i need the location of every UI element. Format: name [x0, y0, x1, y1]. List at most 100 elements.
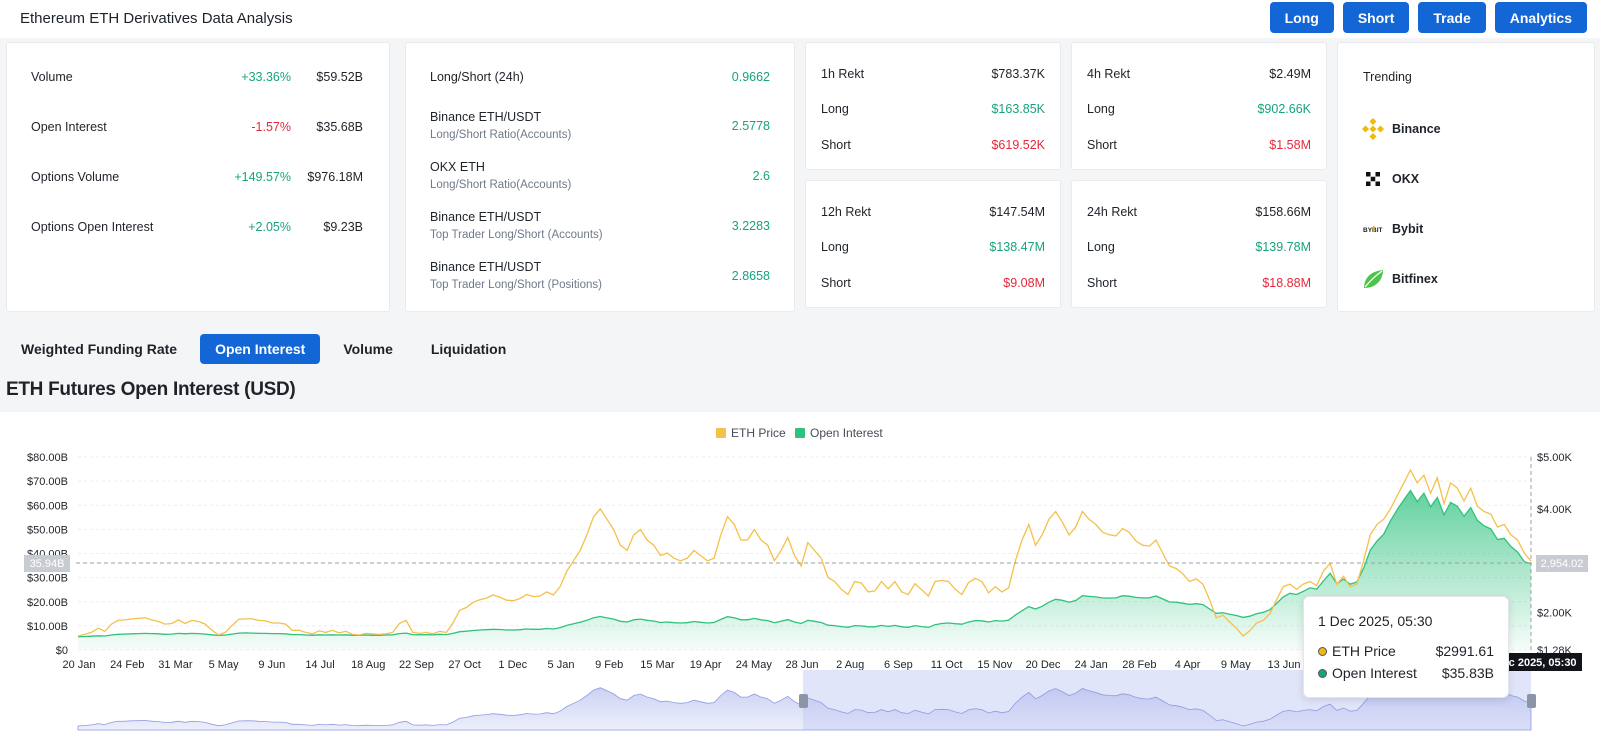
trending-item-bybit[interactable]: BYBIT Bybit [1362, 218, 1423, 240]
market-stats-card: Volume +33.36% $59.52B Open Interest -1.… [6, 42, 390, 312]
rekt-long-value: $902.66K [1257, 102, 1311, 116]
legend-label-open-interest[interactable]: Open Interest [810, 426, 883, 440]
trending-label: OKX [1392, 172, 1420, 186]
legend-swatch-eth-price [716, 428, 726, 438]
rekt-short-value: $18.88M [1262, 276, 1311, 290]
open-interest-chart[interactable]: ETH Price Open Interest $0 $10.00B $20.00B… [0, 412, 1600, 745]
x-tick-label: 20 Jan [62, 659, 95, 671]
short-button[interactable]: Short [1342, 2, 1410, 33]
chart-area: ETH Price Open Interest $0 $10.00B $20.00B… [0, 412, 1600, 745]
rekt-card-24h: 24h Rekt $158.66M Long $139.78M Short $18.8… [1071, 180, 1327, 308]
tab-open-interest[interactable]: Open Interest [200, 334, 321, 364]
ratio-label: Long/Short (24h) [430, 70, 524, 84]
ratio-sublabel: Top Trader Long/Short (Positions) [430, 279, 602, 291]
stat-value: $9.23B [323, 220, 363, 234]
x-tick-label: 1 Dec [498, 659, 527, 671]
chart-tooltip: 1 Dec 2025, 05:30 ETH Price $2991.61 Ope… [1303, 596, 1509, 698]
stat-label: Open Interest [31, 120, 107, 134]
crosshair-right-label-bg [1536, 555, 1588, 572]
stat-value: $976.18M [307, 170, 363, 184]
long-button[interactable]: Long [1269, 2, 1334, 33]
ratio-value: 2.6 [752, 169, 770, 183]
x-tick-label: 18 Aug [351, 659, 385, 671]
tooltip-dot-eth-price [1318, 647, 1327, 656]
x-tick-label: 24 May [736, 659, 773, 671]
stat-change: +149.57% [234, 170, 291, 184]
y-left-tick-label: $60.00B [27, 500, 68, 512]
top-button-group: Long Short Trade Analytics [1269, 2, 1587, 33]
ratio-label: OKX ETH [430, 160, 485, 174]
rekt-short-label: Short [1087, 276, 1117, 290]
y-right-tick-label: $5.00K [1537, 452, 1573, 464]
x-tick-label: 6 Sep [884, 659, 913, 671]
y-left-tick-label: $20.00B [27, 597, 68, 609]
x-tick-label: 24 Feb [110, 659, 144, 671]
binance-icon [1362, 118, 1384, 140]
x-tick-label: 5 Jan [548, 659, 575, 671]
tab-weighted-funding-rate[interactable]: Weighted Funding Rate [21, 341, 178, 357]
x-tick-label: 9 Feb [595, 659, 623, 671]
rekt-long-label: Long [1087, 240, 1115, 254]
rekt-total: $783.37K [991, 67, 1045, 81]
x-tick-label: 22 Sep [399, 659, 434, 671]
y-left-tick-label: $50.00B [27, 524, 68, 536]
series-line-eth-price[interactable] [77, 468, 1532, 637]
tooltip-value: $2991.61 [1435, 643, 1494, 659]
ratio-value: 3.2283 [731, 219, 770, 233]
rekt-total: $2.49M [1269, 67, 1311, 81]
bybit-icon: BYBIT [1363, 226, 1383, 234]
y-left-tick-label: $70.00B [27, 476, 68, 488]
trending-item-okx[interactable]: OKX [1362, 168, 1419, 190]
tab-liquidation[interactable]: Liquidation [430, 341, 507, 357]
ratio-label: Binance ETH/USDT [430, 260, 542, 274]
crosshair-left-label: 35.94B [30, 558, 65, 570]
ratio-sublabel: Long/Short Ratio(Accounts) [430, 129, 572, 141]
rekt-short-value: $1.58M [1269, 138, 1311, 152]
y-left-tick-label: $80.00B [27, 452, 68, 464]
x-tick-label: 13 Jun [1267, 659, 1300, 671]
stat-value: $59.52B [316, 70, 363, 84]
tooltip-label: ETH Price [1332, 643, 1396, 659]
page-title: Ethereum ETH Derivatives Data Analysis [20, 10, 293, 27]
ratio-label: Binance ETH/USDT [430, 210, 542, 224]
x-tick-label: 28 Jun [785, 659, 818, 671]
trending-item-binance[interactable]: Binance [1362, 118, 1441, 140]
trending-card: Trending Binance OKX BYBIT Bybit Bitfine… [1337, 42, 1595, 312]
stat-label: Volume [31, 70, 73, 84]
legend-label-eth-price[interactable]: ETH Price [731, 426, 786, 440]
analytics-button[interactable]: Analytics [1494, 2, 1587, 33]
x-tick-label: 2 Aug [836, 659, 864, 671]
trending-label: Binance [1392, 122, 1441, 136]
section-title: ETH Futures Open Interest (USD) [6, 379, 296, 400]
rekt-long-value: $163.85K [991, 102, 1045, 116]
series-area-open-interest [78, 490, 1531, 650]
ratio-sublabel: Long/Short Ratio(Accounts) [430, 179, 572, 191]
x-tick-label: 5 May [209, 659, 239, 671]
y-left-tick-label: $0 [56, 645, 68, 657]
rekt-short-label: Short [1087, 138, 1117, 152]
x-tick-label: 28 Feb [1122, 659, 1156, 671]
ratio-value: 2.5778 [731, 119, 770, 133]
series-line-open-interest[interactable] [77, 489, 1532, 638]
stat-change: +33.36% [241, 70, 291, 84]
legend-swatch-open-interest [795, 428, 805, 438]
x-tick-label: 9 May [1221, 659, 1251, 671]
rekt-title: 4h Rekt [1087, 67, 1131, 81]
ratio-value: 0.9662 [731, 70, 770, 84]
x-tick-label: 4 Apr [1175, 659, 1201, 671]
rekt-card-1h: 1h Rekt $783.37K Long $163.85K Short $619.5… [805, 42, 1061, 170]
x-tick-label: 15 Nov [977, 659, 1012, 671]
stat-label: Options Open Interest [31, 220, 154, 234]
x-tick-label: 11 Oct [931, 659, 963, 671]
trade-button[interactable]: Trade [1418, 2, 1486, 33]
y-left-tick-label: $10.00B [27, 621, 68, 633]
rekt-title: 1h Rekt [821, 67, 865, 81]
tab-volume[interactable]: Volume [343, 341, 393, 357]
navigator-handle-right[interactable] [1527, 694, 1536, 708]
rekt-card-4h: 4h Rekt $2.49M Long $902.66K Short $1.58M [1071, 42, 1327, 170]
navigator-handle-left[interactable] [799, 694, 808, 708]
trending-label: Bitfinex [1392, 272, 1438, 286]
rekt-short-label: Short [821, 276, 851, 290]
trending-item-bitfinex[interactable]: Bitfinex [1362, 268, 1438, 290]
rekt-title: 24h Rekt [1087, 205, 1138, 219]
